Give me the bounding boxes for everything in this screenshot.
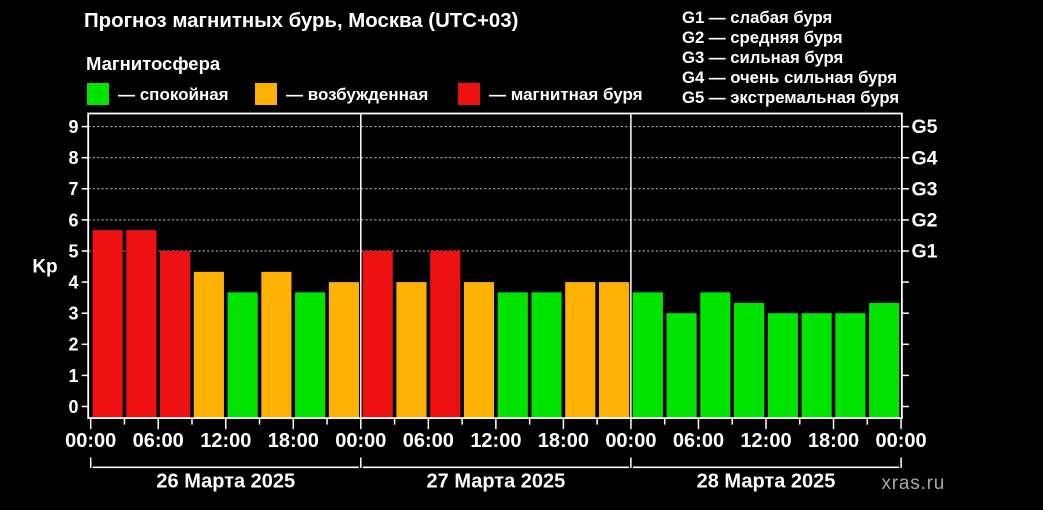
- svg-text:2: 2: [68, 335, 78, 355]
- svg-text:3: 3: [68, 304, 78, 324]
- svg-text:06:00: 06:00: [403, 430, 454, 452]
- svg-text:18:00: 18:00: [808, 430, 859, 452]
- svg-text:12:00: 12:00: [740, 430, 791, 452]
- svg-text:6: 6: [68, 210, 78, 230]
- svg-text:G1: G1: [912, 241, 938, 263]
- svg-text:G3: G3: [912, 178, 938, 200]
- svg-text:G2: G2: [912, 210, 938, 232]
- svg-text:G4: G4: [912, 147, 938, 169]
- svg-text:00:00: 00:00: [65, 430, 116, 452]
- svg-text:18:00: 18:00: [268, 430, 319, 452]
- svg-text:G5: G5: [912, 116, 938, 138]
- svg-text:xras.ru: xras.ru: [882, 473, 946, 494]
- svg-text:Kp: Kp: [32, 257, 57, 278]
- svg-text:27 Марта 2025: 27 Марта 2025: [427, 471, 566, 493]
- svg-text:1: 1: [68, 366, 78, 386]
- svg-text:26 Марта 2025: 26 Марта 2025: [156, 471, 295, 493]
- svg-text:06:00: 06:00: [133, 430, 184, 452]
- svg-text:5: 5: [68, 241, 78, 261]
- svg-text:18:00: 18:00: [538, 430, 589, 452]
- svg-text:12:00: 12:00: [470, 430, 521, 452]
- svg-text:7: 7: [68, 179, 78, 199]
- svg-text:06:00: 06:00: [673, 430, 724, 452]
- svg-text:4: 4: [68, 273, 78, 293]
- svg-text:00:00: 00:00: [335, 430, 386, 452]
- svg-text:12:00: 12:00: [200, 430, 251, 452]
- svg-text:00:00: 00:00: [876, 430, 927, 452]
- svg-text:9: 9: [68, 117, 78, 137]
- svg-text:0: 0: [68, 397, 78, 417]
- svg-text:00:00: 00:00: [605, 430, 656, 452]
- svg-text:8: 8: [68, 148, 78, 168]
- svg-text:28 Марта 2025: 28 Марта 2025: [697, 471, 836, 493]
